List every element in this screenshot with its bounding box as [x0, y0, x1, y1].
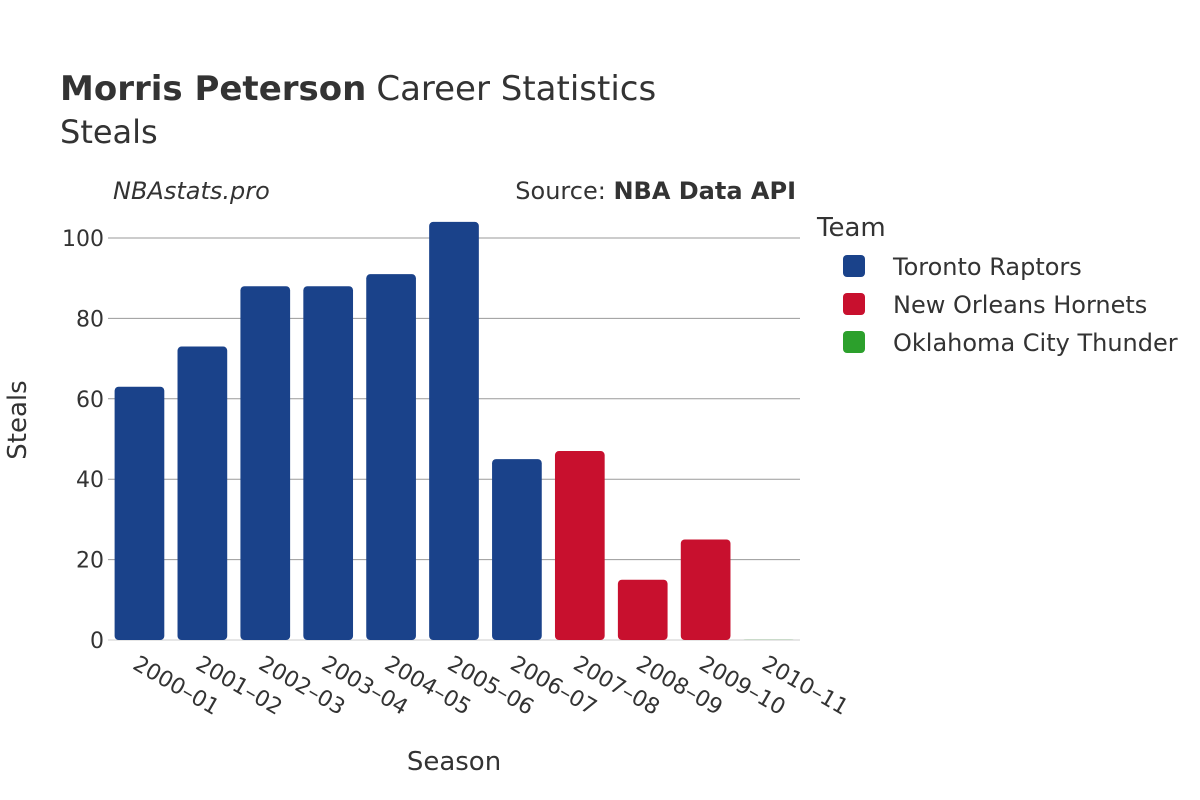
y-tick-label: 80 — [76, 307, 104, 332]
bar-toronto-raptors-2001–02 — [177, 346, 228, 640]
bars — [114, 221, 794, 641]
bar-new-orleans-hornets-2009–10 — [680, 539, 731, 640]
y-axis-title: Steals — [3, 380, 33, 459]
y-tick-label: 40 — [76, 468, 104, 493]
legend-title: Team — [816, 213, 886, 243]
bar-oklahoma-city-thunder-2010–11 — [743, 639, 794, 640]
legend-item-label: New Orleans Hornets — [893, 291, 1147, 319]
legend-item-label: Oklahoma City Thunder — [893, 329, 1178, 357]
y-tick-label: 20 — [76, 549, 104, 574]
chart-subtitle: Steals — [60, 113, 158, 151]
source-credit: Source: NBA Data API — [515, 177, 796, 205]
bar-new-orleans-hornets-2008–09 — [617, 579, 668, 640]
legend-item-label: Toronto Raptors — [892, 253, 1082, 281]
legend: Team Toronto Raptors New Orleans Hornets O… — [816, 213, 1178, 357]
legend-swatch — [843, 293, 865, 315]
source-prefix: Source: — [515, 177, 613, 205]
title-rest: Career Statistics — [376, 69, 656, 109]
legend-swatch — [843, 255, 865, 277]
y-tick-labels: 0 20 40 60 80 100 — [62, 227, 104, 654]
bar-toronto-raptors-2006–07 — [492, 459, 542, 640]
bar-toronto-raptors-2005–06 — [429, 221, 479, 641]
chart-title: Morris Peterson Career Statistics — [60, 69, 656, 109]
bar-toronto-raptors-2002–03 — [240, 286, 291, 640]
x-tick-labels: 2000–012001–022002–032003–042004–052005–… — [128, 652, 852, 721]
y-tick-label: 60 — [76, 388, 104, 413]
bar-toronto-raptors-2004–05 — [366, 274, 416, 640]
bar-toronto-raptors-2000–01 — [114, 386, 165, 640]
x-axis-title: Season — [407, 747, 501, 777]
source-name: NBA Data API — [613, 177, 796, 205]
bar-toronto-raptors-2003–04 — [303, 286, 354, 640]
y-tick-label: 100 — [62, 227, 104, 252]
player-name: Morris Peterson — [60, 69, 366, 109]
site-credit: NBAstats.pro — [113, 177, 270, 205]
legend-swatch — [843, 331, 865, 353]
y-tick-label: 0 — [90, 629, 104, 654]
bar-new-orleans-hornets-2007–08 — [554, 451, 605, 640]
